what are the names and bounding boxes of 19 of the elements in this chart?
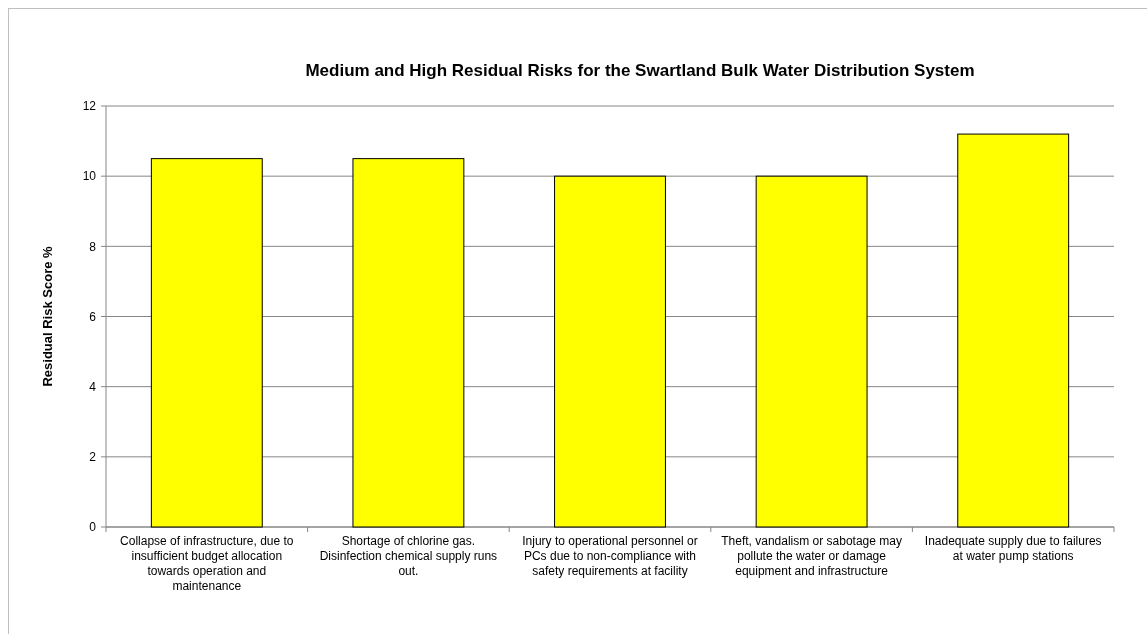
bar: [352, 158, 465, 528]
x-tick-label: Injury to operational personnel or PCs due to non-compliance with safety requirements at facility: [522, 534, 698, 578]
x-tick-label: Collapse of infrastructure, due to insufficient budget allocation towards operation and maintenance: [120, 534, 294, 593]
x-tick-label: Inadequate supply due to failures at water pump stations: [924, 534, 1102, 563]
y-tick-label: 2: [89, 450, 97, 465]
x-tick-label: Shortage of chlorine gas. Disinfection chemical supply runs out.: [319, 534, 498, 578]
y-tick-label: 10: [82, 169, 97, 184]
y-tick-label: 12: [82, 99, 97, 114]
bar: [554, 175, 666, 528]
y-tick-label: 6: [89, 309, 97, 324]
bar: [755, 175, 868, 528]
y-tick-label: 0: [89, 520, 97, 535]
bar: [957, 133, 1070, 528]
y-axis-title: Residual Risk Score %: [40, 245, 55, 387]
y-tick-label: 8: [89, 239, 97, 254]
y-tick-label: 4: [89, 379, 97, 394]
x-tick-label: Theft, vandalism or sabotage may pollute the water or damage equipment and infrastructure: [721, 534, 902, 578]
chart-title: Medium and High Residual Risks for the Swartland Bulk Water Distribution System: [305, 61, 975, 80]
bar: [150, 158, 263, 528]
